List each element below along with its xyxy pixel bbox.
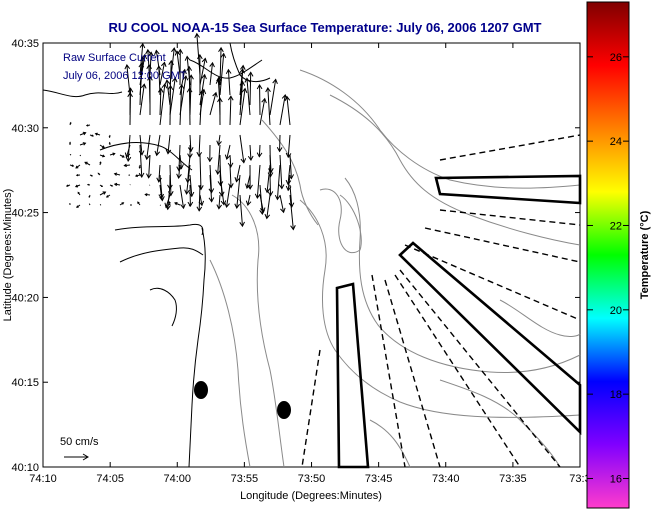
temperature-colorbar: 26 24 22 20 18 16 Temperature (°C) — [587, 2, 651, 508]
current-vector — [189, 205, 190, 206]
colorbar-tick-label: 26 — [610, 52, 622, 64]
colorbar-tick-label: 20 — [610, 305, 622, 317]
current-vector — [89, 204, 90, 205]
colorbar-tick-label: 24 — [610, 136, 622, 148]
scale-label: 50 cm/s — [60, 436, 99, 448]
map-panel: Raw Surface Current July 06, 2006 12:00 … — [43, 34, 580, 467]
colorbar-tick-label: 22 — [610, 220, 622, 232]
current-vector — [80, 155, 81, 156]
lon-tick-label: 73:50 — [298, 473, 326, 485]
mooring-marker — [194, 381, 208, 399]
current-vector — [70, 154, 71, 155]
lon-tick-label: 74:00 — [164, 473, 192, 485]
figure-title: RU COOL NOAA-15 Sea Surface Temperature:… — [108, 20, 541, 35]
lat-tick-label: 40:35 — [11, 38, 39, 50]
lat-tick-label: 40:30 — [11, 123, 39, 135]
current-vector — [69, 142, 70, 145]
lat-tick-label: 40:25 — [11, 208, 39, 220]
mooring-marker — [277, 401, 291, 419]
lon-tick-label: 73:35 — [499, 473, 527, 485]
colorbar-label: Temperature (°C) — [639, 210, 651, 299]
lat-tick-label: 40:10 — [11, 462, 39, 474]
legend-title: Raw Surface Current — [63, 52, 166, 64]
colorbar-gradient — [587, 2, 629, 508]
lat-tick-label: 40:15 — [11, 377, 39, 389]
lat-tick-label: 40:20 — [11, 292, 39, 304]
x-axis-label: Longitude (Degrees:Minutes) — [240, 490, 382, 502]
colorbar-tick-label: 16 — [610, 473, 622, 485]
lon-tick-label: 73:40 — [432, 473, 460, 485]
lon-tick-label: 73:45 — [365, 473, 393, 485]
lon-tick-label: 74:05 — [96, 473, 124, 485]
legend-time: July 06, 2006 12:00 GMT — [63, 70, 187, 82]
lon-tick-label: 73:55 — [231, 473, 259, 485]
colorbar-tick-label: 18 — [610, 389, 622, 401]
lon-tick-label: 74:10 — [29, 473, 57, 485]
y-axis-label: Latitude (Degrees:Minutes) — [2, 189, 14, 322]
